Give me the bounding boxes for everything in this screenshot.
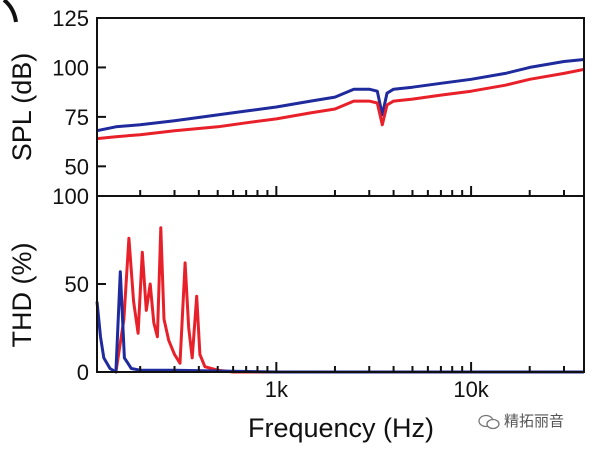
thd-series-1 [114,226,584,374]
spl-ytick-label-2: 100 [52,55,89,80]
thd-series-2 [95,270,584,374]
thd-ytick-label-1: 50 [65,272,89,297]
wechat-icon [478,414,500,429]
watermark-text: 精拓丽音 [504,412,565,430]
frequency-axis-label: Frequency (Hz) [248,413,434,443]
spl-series-2 [96,67,585,141]
panel-letter-fragment [2,0,18,23]
x-tick-label-10k: 10k [453,377,489,402]
x-tick-label-1k: 1k [265,377,289,402]
thd-panel: 0 50 100 1k 10k THD (%) Frequency (Hz) [7,184,585,443]
thd-axis-label: THD (%) [7,243,37,348]
spl-series-1 [96,58,585,133]
watermark: 精拓丽音 [478,410,564,431]
thd-ytick-label-0: 0 [77,360,89,385]
spl-ytick-label-1: 75 [65,105,89,130]
spl-ytick-label-0: 50 [65,154,89,179]
spl-panel: 50 75 100 125 SPL (dB) [7,6,585,197]
spl-axis-label: SPL (dB) [7,53,37,162]
spl-ytick-label-3: 125 [52,6,89,31]
thd-ytick-label-2: 100 [52,184,89,209]
